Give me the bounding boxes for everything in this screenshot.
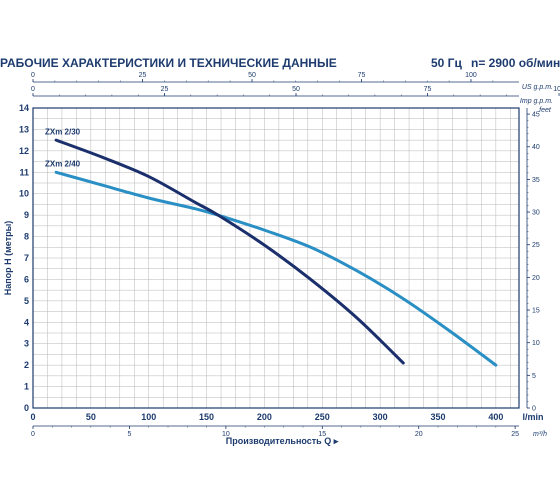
x-tick-label: 0 xyxy=(30,412,35,422)
imp-gpm-tick-label: 75 xyxy=(424,86,432,93)
y-tick-label: 7 xyxy=(24,253,29,263)
us-gpm-unit: US g.p.m. xyxy=(522,84,553,91)
plot-border xyxy=(32,107,520,409)
feet-tick-label: 45 xyxy=(532,112,540,119)
y-tick-label: 5 xyxy=(24,296,29,306)
y-tick-label: 9 xyxy=(24,210,29,220)
axis-titles: Производительность Q ▸ Напор H (метры) xyxy=(3,221,339,446)
bottom-axes: 0 50 100 150 200 250 300 350 400 l/min 0 5 10 15 20 25 m… xyxy=(30,412,547,438)
feet-tick-label: 25 xyxy=(532,242,540,249)
us-gpm-tick-label: 100 xyxy=(465,72,477,79)
m3h-tick-label: 10 xyxy=(222,431,230,438)
us-gpm-tick-label: 50 xyxy=(248,72,256,79)
x-tick-label: 200 xyxy=(257,412,272,422)
m3h-tick-label: 5 xyxy=(127,431,131,438)
us-gpm-tick-label: 0 xyxy=(31,72,35,79)
imp-gpm-tick-label: 25 xyxy=(161,86,169,93)
y-tick-label: 11 xyxy=(19,167,29,177)
feet-tick-label: 40 xyxy=(532,144,540,151)
y-tick-label: 1 xyxy=(24,382,29,392)
m3h-tick-label: 15 xyxy=(318,431,326,438)
y-tick-label: 6 xyxy=(24,274,29,284)
us-gpm-tick-label: 75 xyxy=(358,72,366,79)
series-line-zxm-2-30 xyxy=(54,138,405,365)
x-tick-label: 50 xyxy=(86,412,96,422)
series-line-zxm-2-40 xyxy=(54,170,498,367)
m3h-unit: m³/h xyxy=(533,431,547,438)
imp-gpm-unit: Imp g.p.m. xyxy=(520,98,553,105)
x-tick-label: 100 xyxy=(141,412,156,422)
x-axis-title: Производительность Q ▸ xyxy=(226,436,339,446)
feet-unit: feet xyxy=(539,107,552,114)
y-tick-label: 10 xyxy=(19,189,29,199)
plot-frame xyxy=(32,107,520,409)
y-tick-label: 8 xyxy=(24,232,29,242)
frequency-label: 50 Гц xyxy=(431,56,462,70)
imp-gpm-tick-label: 0 xyxy=(31,86,35,93)
chart-header: РАБОЧИЕ ХАРАКТЕРИСТИКИ И ТЕХНИЧЕСКИЕ ДАН… xyxy=(0,56,560,76)
x-tick-label: 400 xyxy=(488,412,503,422)
feet-tick-label: 30 xyxy=(532,210,540,217)
imp-gpm-tick-label: 50 xyxy=(292,86,300,93)
x-tick-label: 300 xyxy=(373,412,388,422)
y-tick-label: 12 xyxy=(19,146,29,156)
chart-grid xyxy=(32,107,519,409)
speed-label: n= 2900 об/мин xyxy=(471,56,560,70)
x-tick-label: 250 xyxy=(315,412,330,422)
x-tick-label: 150 xyxy=(199,412,214,422)
m3h-tick-label: 20 xyxy=(415,431,423,438)
feet-tick-label: 15 xyxy=(532,308,540,315)
y-tick-label: 13 xyxy=(19,124,29,134)
series-label-zxm-2-30: ZXm 2/30 xyxy=(45,128,81,137)
y-tick-label: 2 xyxy=(24,360,29,370)
us-gpm-tick-label: 25 xyxy=(139,72,147,79)
m3h-tick-label: 0 xyxy=(31,431,35,438)
m3h-tick-label: 25 xyxy=(511,431,519,438)
y-axis-title: Напор H (метры) xyxy=(3,221,13,296)
y-tick-label: 3 xyxy=(24,339,29,349)
y-tick-label: 4 xyxy=(24,317,29,327)
y-tick-label: 14 xyxy=(19,103,29,113)
imp-gpm-tick-label: 100 xyxy=(553,86,560,93)
x-tick-label: 350 xyxy=(430,412,445,422)
feet-tick-label: 35 xyxy=(532,177,540,184)
feet-tick-label: 20 xyxy=(532,275,540,282)
chart-title: РАБОЧИЕ ХАРАКТЕРИСТИКИ И ТЕХНИЧЕСКИЕ ДАН… xyxy=(0,56,337,70)
series-label-zxm-2-40: ZXm 2/40 xyxy=(45,160,81,169)
pump-curves xyxy=(54,138,498,367)
series-labels: ZXm 2/30 ZXm 2/40 xyxy=(45,128,81,169)
y-tick-label: 0 xyxy=(24,403,29,413)
feet-tick-label: 10 xyxy=(532,340,540,347)
feet-tick-label: 5 xyxy=(532,373,536,380)
x-unit-label: l/min xyxy=(522,412,543,422)
feet-tick-label: 0 xyxy=(532,406,536,413)
